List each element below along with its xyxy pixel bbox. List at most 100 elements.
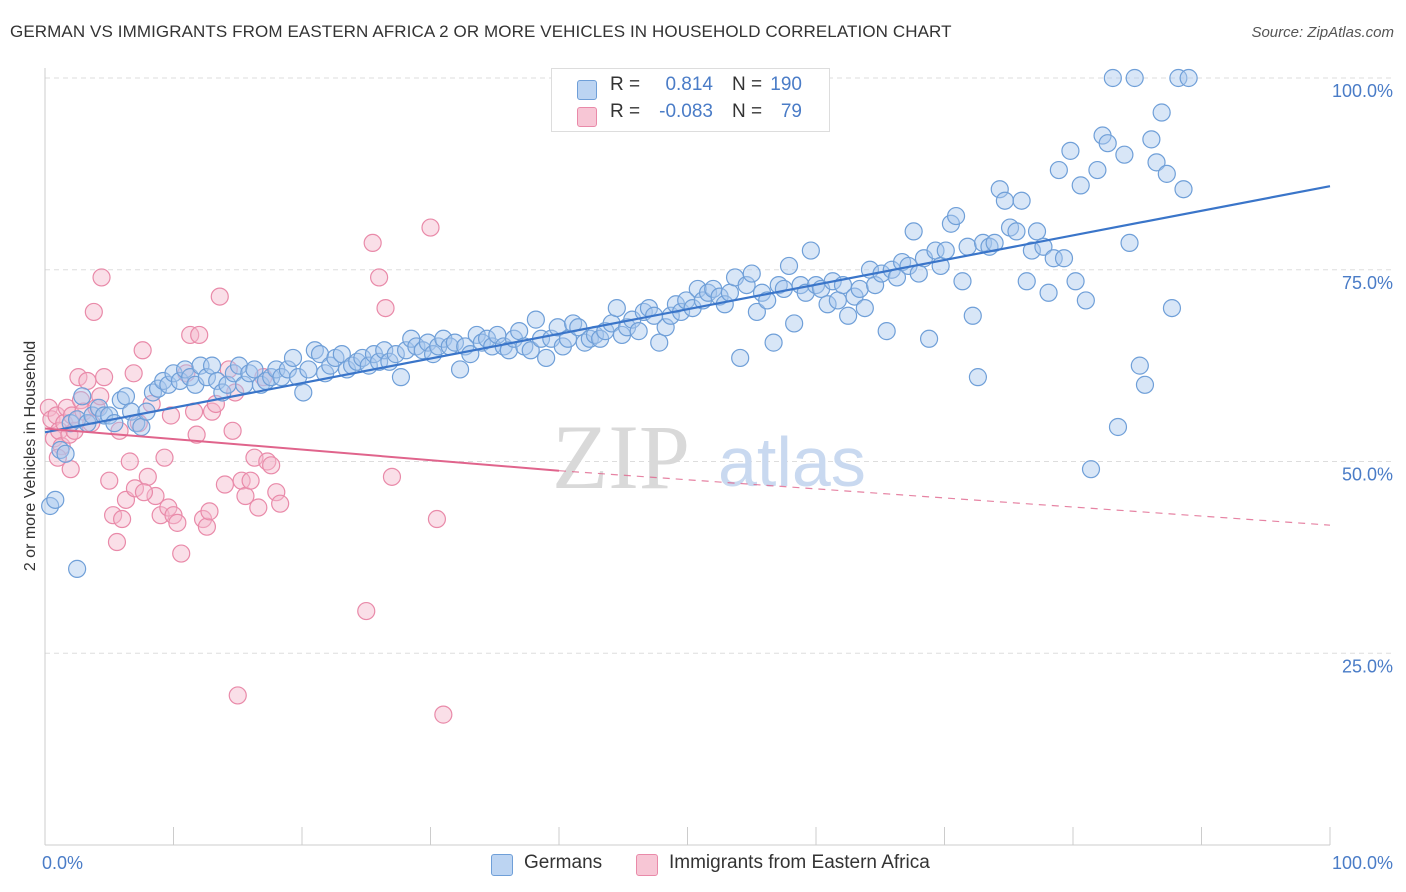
- germans-point: [386, 345, 405, 364]
- immigrants-point: [95, 368, 114, 387]
- germans-point: [197, 368, 217, 387]
- germans-point: [1179, 68, 1198, 88]
- germans-point: [720, 283, 740, 302]
- legend-row-germans: R = 0.814 N = 190: [552, 74, 829, 102]
- germans-point: [737, 275, 756, 295]
- germans-point: [450, 360, 470, 379]
- germans-point: [1120, 233, 1139, 253]
- immigrants-point: [104, 506, 123, 525]
- immigrants-point: [370, 268, 389, 287]
- germans-point: [742, 264, 761, 283]
- legend-label-germans: Germans: [524, 852, 603, 873]
- germans-point: [946, 206, 966, 226]
- legend-r-value: 0.814: [665, 74, 713, 95]
- germans-point: [68, 559, 87, 578]
- germans-point: [208, 371, 227, 391]
- germans-point: [839, 306, 858, 325]
- germans-point: [116, 387, 136, 406]
- y-tick-label: 50.0%: [1342, 465, 1393, 485]
- legend-n-label: N =: [732, 74, 763, 95]
- series-immigrants-points: [39, 218, 453, 724]
- germans-point: [764, 333, 783, 352]
- immigrants-point: [47, 406, 66, 425]
- germans-point: [1066, 272, 1085, 291]
- immigrants-point: [84, 302, 103, 322]
- germans-point: [1054, 249, 1074, 268]
- germans-point: [375, 341, 394, 360]
- immigrants-point: [210, 287, 229, 306]
- germans-point: [73, 387, 92, 406]
- germans-point: [370, 352, 389, 371]
- germans-point: [877, 322, 896, 341]
- germans-point: [779, 256, 799, 276]
- immigrants-point: [161, 406, 181, 425]
- immigrants-point: [197, 517, 217, 536]
- immigrants-point: [228, 686, 247, 705]
- immigrants-point: [267, 483, 286, 502]
- germans-point: [1012, 191, 1031, 210]
- germans-point: [1088, 160, 1107, 180]
- germans-point: [919, 329, 939, 348]
- germans-point: [1098, 134, 1117, 153]
- y-tick-label: 75.0%: [1342, 273, 1393, 293]
- germans-point: [963, 306, 982, 325]
- germans-point: [656, 318, 675, 337]
- germans-point: [1022, 241, 1041, 260]
- trend-lines: [44, 185, 1331, 526]
- germans-point: [1130, 356, 1149, 375]
- immigrants-point: [155, 448, 174, 467]
- immigrants-point: [376, 299, 395, 318]
- immigrants-point: [271, 494, 290, 513]
- germans-point: [46, 490, 65, 509]
- x-tick-labels: 0.0% 100.0%: [42, 853, 1393, 873]
- immigrants-point: [138, 467, 157, 486]
- germans-point: [1103, 68, 1122, 88]
- source-label: Source: ZipAtlas.com: [1251, 24, 1394, 41]
- germans-point: [818, 295, 837, 314]
- watermark-zip: ZIP: [552, 406, 690, 508]
- germans-point: [953, 272, 972, 291]
- immigrants-point: [61, 460, 80, 479]
- immigrants-point: [100, 471, 119, 490]
- germans-point: [229, 356, 249, 375]
- germans-point: [521, 341, 540, 360]
- legend-swatch-pink: [636, 854, 658, 876]
- germans-point: [445, 333, 465, 352]
- immigrants-point: [112, 509, 132, 529]
- germans-point: [968, 368, 988, 387]
- legend-label-immigrants: Immigrants from Eastern Africa: [669, 852, 930, 873]
- legend-n-label: N =: [732, 101, 763, 122]
- chart-title: GERMAN VS IMMIGRANTS FROM EASTERN AFRICA…: [10, 22, 952, 41]
- germans-point: [855, 299, 874, 318]
- germans-point: [1169, 68, 1188, 88]
- germans-point: [202, 356, 222, 375]
- germans-point: [1142, 130, 1161, 149]
- immigrants-point: [434, 705, 453, 724]
- germans-trend-line: [44, 185, 1331, 434]
- immigrants-point: [249, 498, 268, 517]
- germans-point: [1044, 249, 1063, 268]
- y-tick-label: 100.0%: [1332, 81, 1393, 101]
- immigrants-point: [200, 502, 219, 521]
- immigrants-point: [187, 425, 206, 444]
- germans-point: [418, 333, 438, 352]
- y-tick-labels: 25.0% 50.0% 75.0% 100.0%: [1332, 81, 1393, 676]
- germans-point: [785, 314, 804, 333]
- y-tick-label: 25.0%: [1342, 656, 1393, 676]
- germans-point: [747, 302, 766, 322]
- immigrants-point: [262, 456, 281, 475]
- germans-point: [1125, 68, 1144, 88]
- germans-point: [1174, 180, 1193, 199]
- legend-swatch-blue: [577, 80, 597, 100]
- germans-point: [68, 410, 87, 429]
- immigrants-point: [427, 509, 447, 529]
- immigrants-point: [421, 218, 440, 237]
- germans-point: [1071, 176, 1090, 195]
- immigrants-point: [39, 398, 58, 417]
- immigrants-point: [120, 452, 139, 471]
- immigrants-point: [92, 268, 111, 287]
- legend-n-value: 79: [780, 101, 802, 122]
- germans-point: [1115, 145, 1134, 164]
- germans-point: [801, 241, 820, 260]
